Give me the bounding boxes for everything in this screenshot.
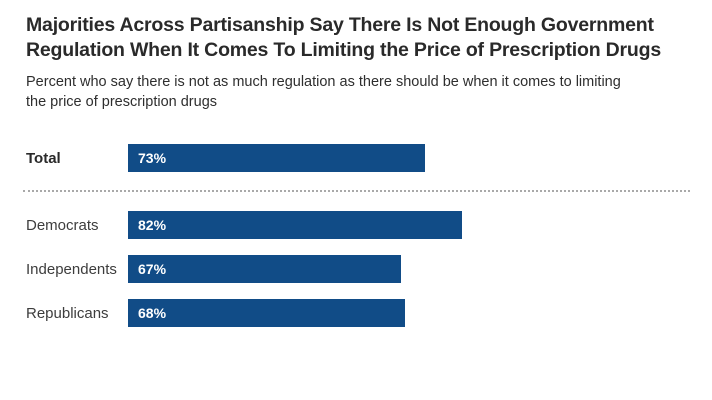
chart-title-line-2: Regulation When It Comes To Limiting the… [26,39,662,61]
bar-row-democrats: Democrats 82% [26,211,690,239]
bar-value-label-independents: 67% [138,261,167,277]
bar-democrats: 82% [128,211,462,239]
bar-track-total: 73% [128,144,535,172]
category-label-democrats: Democrats [26,216,99,234]
chart-subtitle: Percent who say there is not as much reg… [26,72,690,112]
bar-track-democrats: 82% [128,211,535,239]
category-label-total: Total [26,149,61,167]
category-label-independents: Independents [26,260,117,278]
bar-value-label-total: 73% [138,150,167,166]
category-label-republicans: Republicans [26,304,109,322]
chart-title-line-1: Majorities Across Partisanship Say There… [26,14,654,36]
bar-row-independents: Independents 67% [26,255,690,283]
chart-subtitle-line-2: the price of prescription drugs [26,94,218,110]
bar-row-republicans: Republicans 68% [26,299,690,327]
bar-republicans: 68% [128,299,405,327]
bar-value-label-republicans: 68% [138,305,167,321]
chart-title: Majorities Across Partisanship Say There… [26,13,690,63]
dotted-separator [23,190,690,192]
bar-row-total: Total 73% [26,144,690,172]
bar-track-republicans: 68% [128,299,535,327]
bar-value-label-democrats: 82% [138,217,167,233]
bar-independents: 67% [128,255,401,283]
bar-chart: Total 73% Democrats 82% Independents 67% [23,144,690,327]
chart-subtitle-line-1: Percent who say there is not as much reg… [26,74,621,90]
bar-total: 73% [128,144,426,172]
bar-track-independents: 67% [128,255,535,283]
